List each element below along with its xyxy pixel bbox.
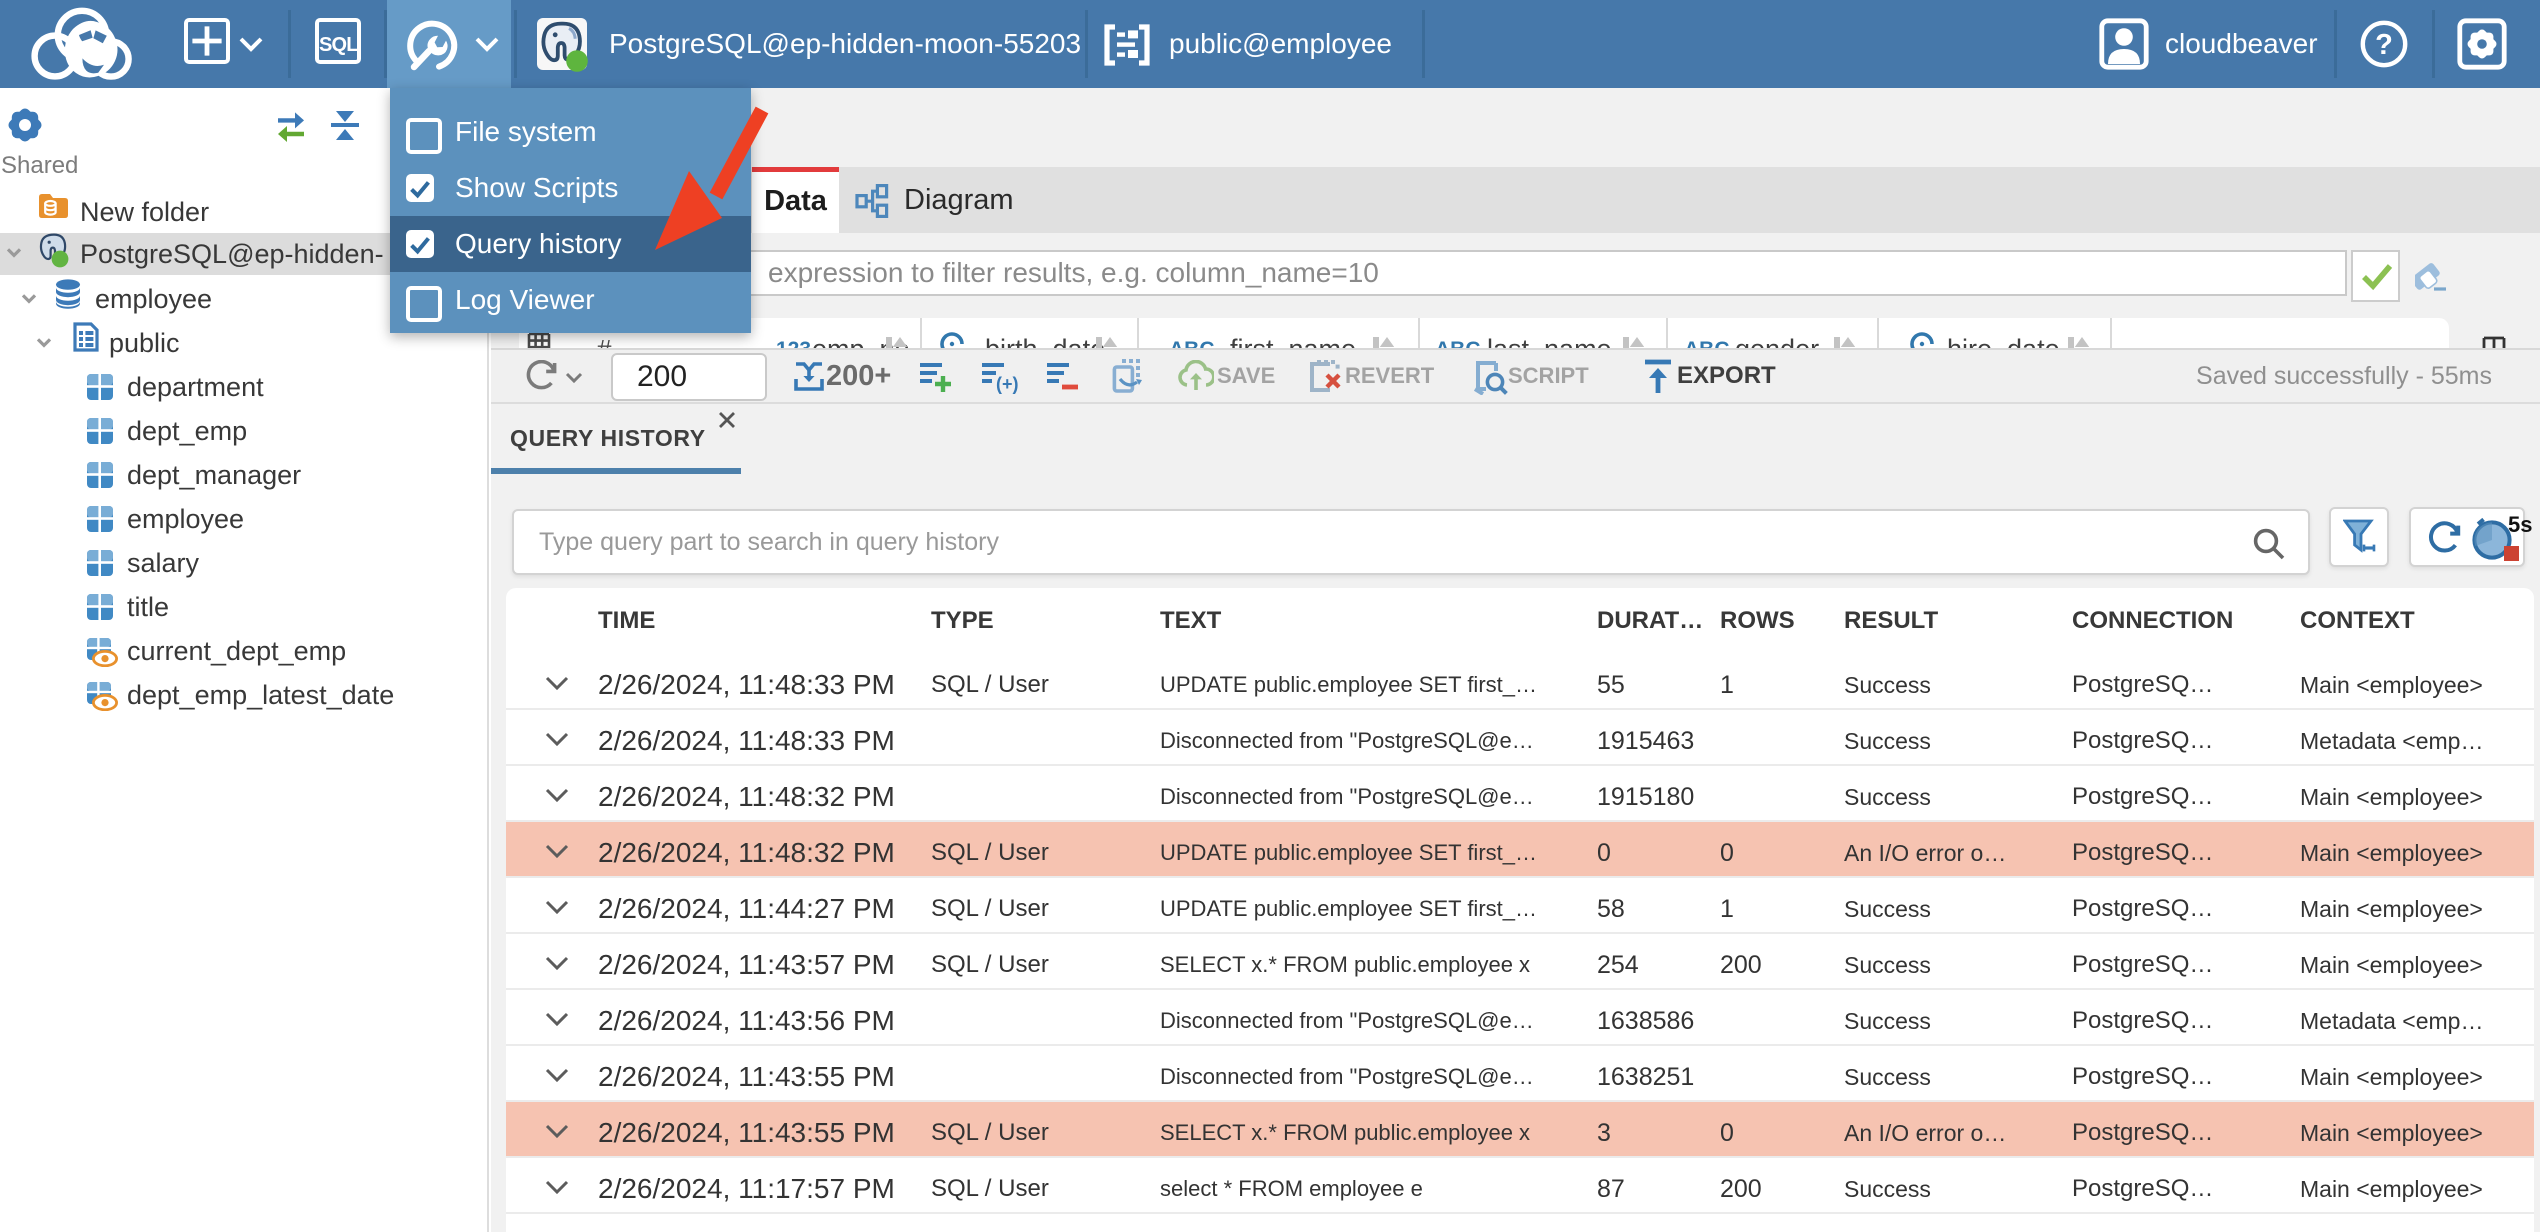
svg-text:(+): (+) xyxy=(996,374,1018,394)
svg-text:?: ? xyxy=(2375,29,2393,61)
svg-text:5s: 5s xyxy=(2508,513,2532,537)
